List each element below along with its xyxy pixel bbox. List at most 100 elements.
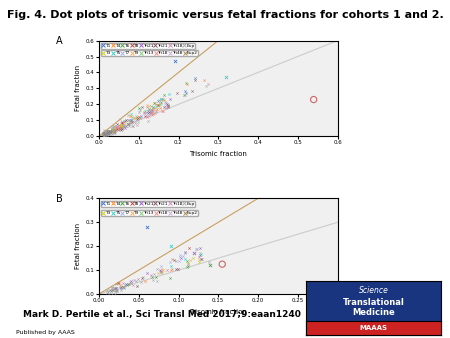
Point [200,77,207,82]
Point [144,114,151,119]
Point [121,123,128,129]
Point [109,284,116,289]
Point [108,129,116,134]
Point [113,125,120,130]
Point [107,129,114,135]
Point [158,100,165,105]
Point [110,127,117,132]
Point [106,128,113,134]
Point [115,125,122,131]
Point [163,101,171,106]
Point [134,123,141,128]
Point [101,130,108,136]
Point [189,89,196,94]
Point [109,127,116,133]
Point [158,97,165,102]
Point [127,117,135,123]
Point [128,119,135,125]
Point [125,117,132,123]
Point [135,115,142,120]
Point [100,132,107,137]
Point [100,132,107,137]
Point [112,291,119,297]
Point [104,290,111,295]
Point [167,275,174,280]
Point [113,125,121,130]
Point [126,280,134,285]
Point [128,118,135,123]
Point [167,243,174,249]
Point [135,119,142,125]
Point [100,131,107,136]
Point [143,113,150,119]
Point [122,118,129,123]
Point [197,251,204,257]
Point [157,105,164,111]
Point [109,128,117,133]
Point [149,108,156,113]
Point [195,254,203,260]
Point [121,122,128,127]
Point [146,107,153,113]
Point [141,279,149,284]
Point [121,119,128,124]
Point [104,133,111,138]
Point [105,291,112,296]
Point [102,132,109,138]
Point [104,128,112,134]
Point [166,96,173,102]
Point [142,110,149,116]
Point [111,124,118,129]
Point [114,280,122,285]
Point [182,90,189,95]
Point [175,259,182,264]
Point [108,291,115,296]
Point [155,98,162,103]
Point [111,129,118,134]
Point [118,123,125,129]
Point [100,132,108,138]
Point [187,257,194,263]
Point [120,124,127,129]
Point [103,131,110,137]
Point [158,270,166,275]
Point [223,74,230,80]
Point [132,279,140,284]
Point [136,114,144,119]
Point [173,258,180,264]
Point [145,109,153,115]
Point [110,129,117,135]
Point [160,97,167,102]
Point [152,110,159,115]
Point [193,246,200,252]
Point [162,99,169,105]
Point [125,117,132,123]
Point [127,118,134,123]
Point [107,287,114,293]
Point [124,282,131,287]
Point [118,120,126,125]
Point [112,285,119,291]
Point [181,92,188,97]
Point [141,108,148,114]
Text: B: B [56,194,63,203]
Point [154,103,161,108]
Point [185,245,193,250]
Point [125,123,132,128]
Point [104,128,111,134]
Point [160,108,167,114]
Point [195,257,203,262]
Point [199,256,206,261]
Point [162,100,170,105]
Point [105,131,112,137]
Point [125,121,132,126]
Point [141,111,148,116]
Point [120,280,127,286]
Point [109,129,116,134]
Point [164,102,171,108]
Point [119,285,126,290]
Point [112,281,120,287]
Point [108,128,115,133]
Point [144,111,152,116]
Point [149,108,156,114]
